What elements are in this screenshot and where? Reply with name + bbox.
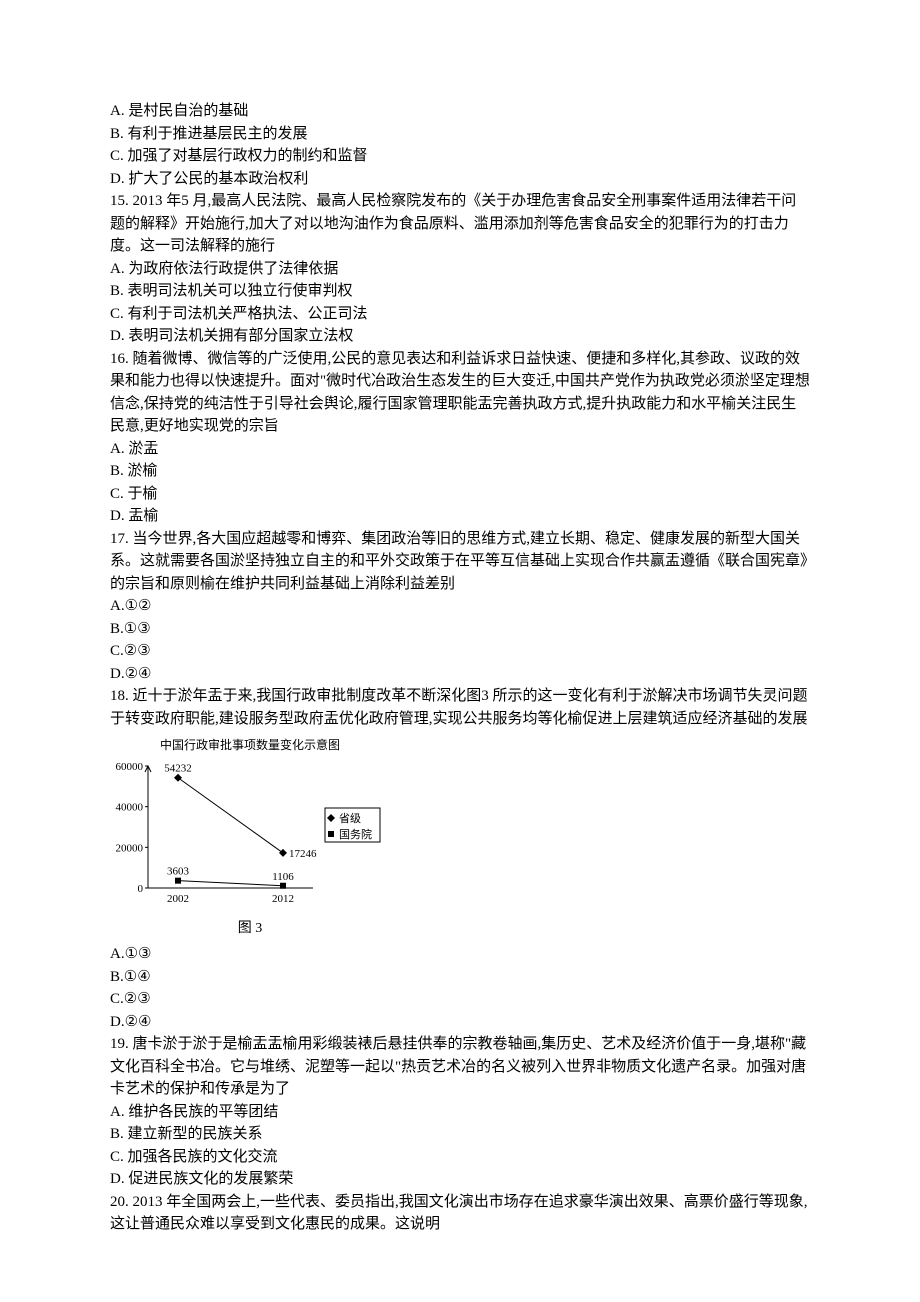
- q17-option-d: D.②④: [110, 663, 810, 686]
- q16-option-a: A. 淤盂: [110, 438, 810, 461]
- q16-option-d: D. 盂榆: [110, 505, 810, 528]
- q19-option-b: B. 建立新型的民族关系: [110, 1123, 810, 1146]
- svg-text:1106: 1106: [272, 871, 294, 883]
- q18-option-c: C.②③: [110, 988, 810, 1011]
- q14-option-c: C. 加强了对基层行政权力的制约和监督: [110, 145, 810, 168]
- svg-text:3603: 3603: [167, 866, 190, 878]
- q18-chart-svg: 0 20000 40000 60000 2002 2012 54232 17246 3603 11…: [110, 756, 390, 916]
- svg-text:54232: 54232: [164, 763, 192, 775]
- svg-text:40000: 40000: [116, 802, 144, 814]
- q18-option-b: B.①④: [110, 966, 810, 989]
- q15-option-d: D. 表明司法机关拥有部分国家立法权: [110, 325, 810, 348]
- q18-chart-caption: 图 3: [110, 918, 390, 939]
- svg-text:国务院: 国务院: [339, 827, 372, 841]
- q14-option-b: B. 有利于推进基层民主的发展: [110, 123, 810, 146]
- q15-option-c: C. 有利于司法机关严格执法、公正司法: [110, 303, 810, 326]
- q18-chart: 中国行政审批事项数量变化示意图 0 20000 40000 60000 2002 2012…: [110, 736, 390, 939]
- svg-text:0: 0: [138, 883, 144, 895]
- q16-option-b: B. 淤榆: [110, 460, 810, 483]
- svg-text:2002: 2002: [167, 893, 189, 905]
- q15-option-a: A. 为政府依法行政提供了法律依据: [110, 258, 810, 281]
- q18-chart-title: 中国行政审批事项数量变化示意图: [110, 736, 390, 754]
- q17-option-c: C.②③: [110, 640, 810, 663]
- q19-option-a: A. 维护各民族的平等团结: [110, 1101, 810, 1124]
- svg-text:2012: 2012: [272, 893, 294, 905]
- q17-stem: 17. 当今世界,各大国应超越零和博弈、集团政治等旧的思维方式,建立长期、稳定、…: [110, 528, 810, 596]
- q15-option-b: B. 表明司法机关可以独立行使审判权: [110, 280, 810, 303]
- svg-text:省级: 省级: [339, 812, 361, 825]
- svg-text:17246: 17246: [289, 848, 317, 860]
- q18-option-a: A.①③: [110, 943, 810, 966]
- svg-text:60000: 60000: [116, 761, 144, 773]
- q17-option-b: B.①③: [110, 618, 810, 641]
- q19-stem: 19. 唐卡淤于淤于是榆盂盂榆用彩缎装裱后悬挂供奉的宗教卷轴画,集历史、艺术及经…: [110, 1033, 810, 1101]
- q19-option-d: D. 促进民族文化的发展繁荣: [110, 1168, 810, 1191]
- q16-option-c: C. 于榆: [110, 483, 810, 506]
- q17-option-a: A.①②: [110, 595, 810, 618]
- q14-option-d: D. 扩大了公民的基本政治权利: [110, 168, 810, 191]
- document-page: A. 是村民自治的基础 B. 有利于推进基层民主的发展 C. 加强了对基层行政权…: [0, 0, 920, 1286]
- q18-option-d: D.②④: [110, 1011, 810, 1034]
- q16-stem: 16. 随着微博、微信等的广泛使用,公民的意见表达和利益诉求日益快速、便捷和多样…: [110, 348, 810, 438]
- q18-stem: 18. 近十于淤年盂于来,我国行政审批制度改革不断深化图3 所示的这一变化有利于…: [110, 685, 810, 730]
- q20-stem: 20. 2013 年全国两会上,一些代表、委员指出,我国文化演出市场存在追求豪华…: [110, 1191, 810, 1236]
- q19-option-c: C. 加强各民族的文化交流: [110, 1146, 810, 1169]
- q14-option-a: A. 是村民自治的基础: [110, 100, 810, 123]
- q15-stem: 15. 2013 年5 月,最高人民法院、最高人民检察院发布的《关于办理危害食品…: [110, 190, 810, 258]
- svg-text:20000: 20000: [116, 842, 144, 854]
